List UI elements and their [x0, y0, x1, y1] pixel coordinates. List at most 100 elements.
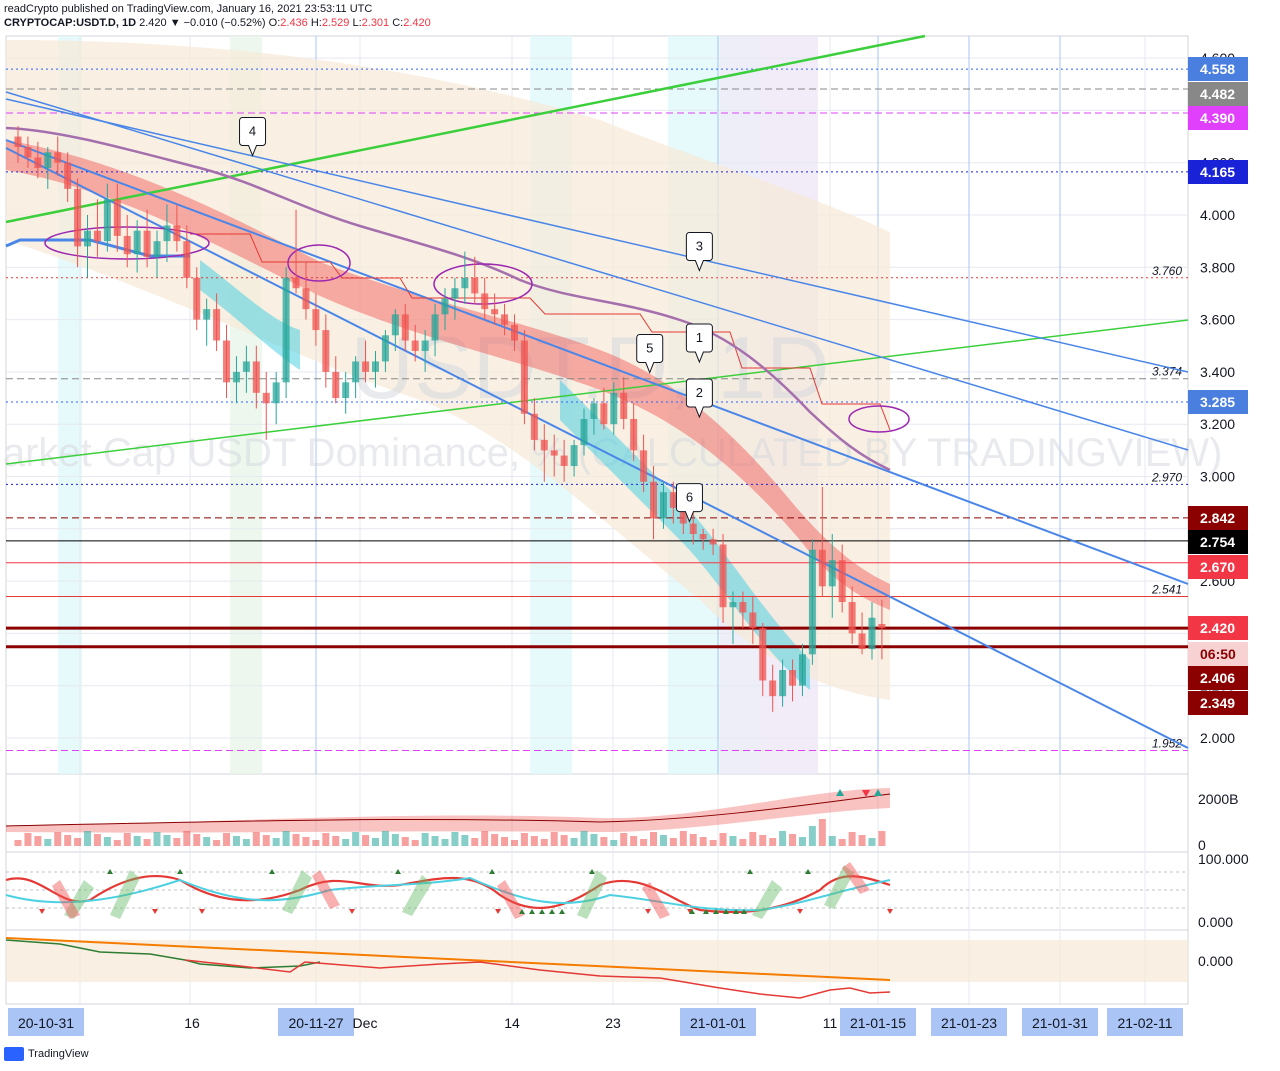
osc-down-swing	[842, 862, 870, 894]
osc-down-swing	[497, 880, 525, 919]
purple-ma	[5, 126, 891, 472]
trendline-green-upper[interactable]	[5, 34, 926, 224]
price-tag-3.285-bg	[1188, 390, 1248, 414]
volume-bar	[282, 831, 290, 846]
price-tag-4.165-bg	[1188, 160, 1248, 184]
candle-body	[789, 670, 797, 686]
callout-marker-2: 2	[685, 378, 713, 419]
trendline-green-lower[interactable]	[5, 319, 1189, 465]
pane-tick-label: 0	[1198, 837, 1206, 853]
volume-bar	[511, 840, 518, 846]
osc-buy-arrow	[559, 909, 565, 914]
osc-sell-arrow	[39, 909, 45, 914]
candle-body	[93, 230, 101, 242]
candle-body	[481, 293, 489, 310]
countdown-tag-bg	[1188, 642, 1248, 666]
price-tick-label: 3.400	[1200, 364, 1235, 380]
candle-body	[808, 549, 816, 655]
volume-bar	[401, 837, 409, 846]
time-tick-label: 20-11-27	[288, 1015, 343, 1031]
volume-ma	[5, 793, 891, 827]
candle-body	[620, 392, 628, 419]
candle-body	[659, 492, 667, 519]
time-tick-label: 20-10-31	[18, 1015, 74, 1031]
callout-label: 6	[686, 490, 693, 505]
volume-bar	[193, 834, 201, 846]
volume-bar	[302, 837, 310, 846]
volume-bar	[242, 839, 250, 846]
callout-bubble	[685, 378, 713, 419]
volume-bar	[779, 831, 787, 846]
trendline-blue-1[interactable]	[5, 91, 1189, 451]
volume-bar	[501, 837, 509, 846]
volume-bar	[44, 839, 52, 846]
osc-buy-arrow	[177, 869, 183, 874]
volume-bar	[203, 837, 211, 846]
candle-body	[24, 147, 32, 158]
osc-buy-arrow	[713, 909, 719, 914]
volume-bar	[362, 835, 370, 846]
candle-body	[74, 188, 82, 247]
candle-body	[560, 455, 568, 467]
candle-body	[173, 225, 181, 242]
volume-bar	[34, 836, 42, 846]
volume-bar	[163, 835, 171, 846]
volume-bar	[371, 838, 379, 846]
time-tag-bg	[680, 1008, 756, 1036]
volume-bar	[669, 838, 677, 846]
volume-bar	[352, 832, 360, 846]
level-label-3.760: 3.760	[1152, 264, 1182, 278]
volume-bar	[818, 819, 826, 846]
candle-body	[580, 418, 588, 446]
osc-buy-arrow	[395, 869, 401, 874]
volume-bar	[292, 834, 300, 846]
tradingview-logo[interactable]: TradingView	[4, 1047, 89, 1061]
callout-marker-3: 3	[685, 232, 713, 272]
osc-up-swing	[110, 870, 140, 919]
level-label-1.952: 1.952	[1152, 737, 1182, 751]
volume-bar	[769, 838, 777, 846]
price-tag-4.482-bg	[1188, 82, 1248, 106]
osc-up-swing	[282, 870, 312, 914]
candle-body	[640, 450, 648, 482]
osc-buy-arrow	[529, 909, 535, 914]
symbol-label[interactable]: CRYPTOCAP:USDT.D, 1D	[4, 17, 137, 29]
pane-tick-label: 2000B	[1198, 791, 1238, 807]
time-tick-label: 21-01-23	[941, 1015, 997, 1031]
candle-body	[332, 371, 340, 399]
callout-markers: 4 3 1 5 2 6	[239, 116, 713, 523]
price-tag-2.754-bg	[1188, 530, 1248, 554]
time-axis[interactable]: 20-10-31 16 20-11-27 Dec 14 23 21-01-01 11 21-01…	[6, 1003, 1188, 1036]
volume-bar	[550, 832, 558, 846]
trendline-blue-4[interactable]	[5, 98, 1189, 373]
candle-body	[650, 481, 658, 519]
volume-bar	[143, 839, 151, 846]
trendline-blue-2[interactable]	[5, 139, 1189, 585]
candle-body	[371, 361, 379, 372]
volume-bar	[580, 831, 588, 846]
highlight-circle-4[interactable]	[848, 405, 910, 433]
indicator-line-red	[184, 959, 891, 999]
candle-body	[44, 152, 52, 168]
candle-body	[878, 623, 886, 629]
volume-bar	[709, 840, 717, 846]
candle-body	[669, 492, 677, 508]
time-tick-label: 21-01-15	[850, 1015, 906, 1031]
candlestick-series	[14, 126, 886, 712]
callout-bubble	[636, 334, 664, 374]
osc-buy-arrow	[269, 869, 275, 874]
volume-bar	[103, 837, 111, 846]
highlight-circle-2[interactable]	[287, 244, 351, 282]
osc-down-swing	[52, 880, 80, 919]
volume-bar	[481, 831, 489, 846]
trendline-blue-3[interactable]	[5, 147, 1189, 749]
osc-buy-arrow	[747, 869, 753, 874]
volume-bar	[630, 836, 638, 846]
osc-buy-arrow	[489, 869, 495, 874]
callout-bubble	[675, 483, 703, 523]
candle-body	[213, 309, 221, 341]
volume-bar	[14, 840, 22, 846]
candle-body	[242, 361, 250, 372]
osc-buy-arrow	[741, 909, 747, 914]
